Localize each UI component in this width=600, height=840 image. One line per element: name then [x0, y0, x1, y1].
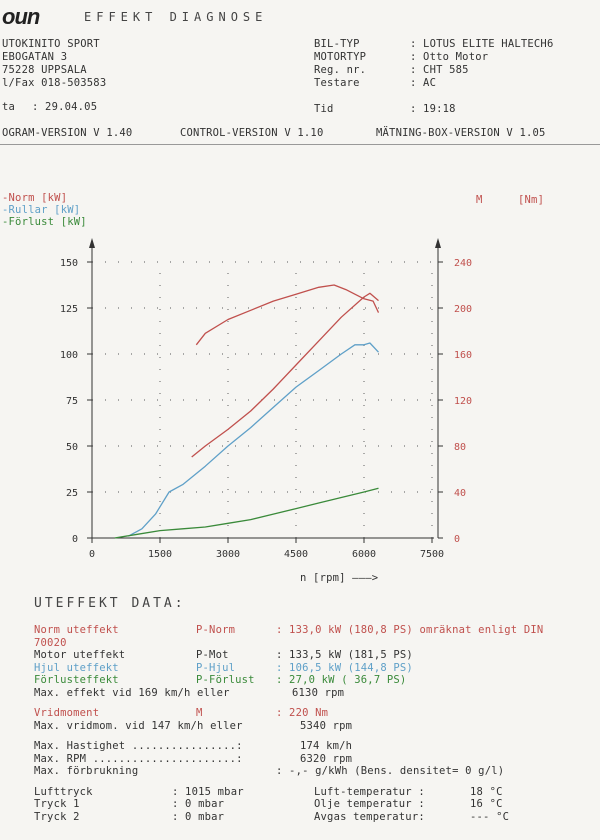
- y-tick-label-left: 150: [60, 258, 78, 269]
- x-tick-label: 1500: [148, 549, 172, 560]
- env-right-value: 18 °C: [470, 785, 503, 798]
- torque-row-symbol: M: [196, 707, 203, 719]
- data-row-symbol: P-Hjul: [196, 661, 236, 674]
- y-tick-label-right: 40: [454, 488, 466, 499]
- y-tick-label-left: 25: [66, 488, 78, 499]
- x-tick-label: 0: [89, 549, 95, 560]
- torque-legend-unit: [Nm]: [518, 194, 545, 206]
- env-left-value: : 0 mbar: [172, 810, 225, 823]
- control-version: CONTROL-VERSION V 1.10: [180, 127, 324, 139]
- torque-row-name: Vridmoment: [34, 707, 100, 719]
- env-left-name: Tryck 1: [34, 798, 80, 810]
- vehicle-label: BIL-TYP: [314, 38, 360, 50]
- env-right-name: Olje temperatur :: [314, 798, 425, 810]
- vehicle-value: : LOTUS ELITE HALTECH6: [410, 38, 554, 50]
- torque-row-name: Max. vridmom. vid 147 km/h eller: [34, 719, 243, 732]
- data-row-value: : 133,5 kW (181,5 PS): [276, 649, 413, 661]
- data-section-title: UTEFFEKT DATA:: [34, 596, 186, 611]
- vehicle-value: : AC: [410, 77, 437, 89]
- y-tick-label-right: 0: [454, 534, 460, 545]
- y-tick-label-left: 50: [66, 442, 78, 453]
- program-version: OGRAM-VERSION V 1.40: [2, 127, 133, 139]
- env-right-value: 16 °C: [470, 798, 503, 810]
- x-tick-label: 6000: [352, 549, 376, 560]
- date-value: : 29.04.05: [32, 101, 98, 113]
- x-tick-label: 7500: [420, 549, 444, 560]
- time-label: Tid: [314, 103, 334, 115]
- time-value: : 19:18: [410, 103, 456, 115]
- env-left-name: Tryck 2: [34, 810, 80, 823]
- page-title: EFFEKT DIAGNOSE: [84, 10, 268, 24]
- env-right-name: Luft-temperatur :: [314, 785, 425, 798]
- vehicle-label: Testare: [314, 77, 360, 89]
- company-name: UTOKINITO SPORT: [2, 38, 100, 50]
- series-line-rullar: [127, 342, 379, 537]
- data-row-symbol: P-Förlust: [196, 674, 255, 686]
- legend-item: -Norm [kW]: [2, 192, 68, 204]
- series-line-norm: [191, 292, 379, 458]
- env-left-value: : 1015 mbar: [172, 785, 244, 798]
- torque-legend-symbol: M: [476, 194, 483, 206]
- y-tick-label-left: 125: [60, 304, 78, 315]
- vehicle-label: MOTORTYP: [314, 51, 367, 63]
- max-row-name: Max. förbrukning: [34, 765, 139, 777]
- data-row-name: 70020: [34, 636, 67, 649]
- y-tick-label-right: 200: [454, 304, 472, 315]
- data-row-name: Max. effekt vid 169 km/h eller: [34, 686, 230, 699]
- y-tick-label-right: 80: [454, 442, 466, 453]
- y-tick-label-left: 75: [66, 396, 78, 407]
- y-axis-right-arrow: [435, 238, 441, 248]
- y-tick-label-right: 120: [454, 396, 472, 407]
- torque-row-value: 5340 rpm: [300, 719, 353, 732]
- brand-logo: oun: [2, 4, 40, 29]
- data-row-value: : 27,0 kW ( 36,7 PS): [276, 674, 407, 686]
- legend-item: -Förlust [kW]: [2, 216, 87, 228]
- env-left-value: : 0 mbar: [172, 798, 225, 810]
- vehicle-value: : Otto Motor: [410, 51, 489, 63]
- y-tick-label-right: 160: [454, 350, 472, 361]
- env-right-name: Avgas temperatur:: [314, 810, 425, 823]
- max-row-value: : -,- g/kWh (Bens. densitet= 0 g/l): [276, 765, 505, 777]
- x-tick-label: 3000: [216, 549, 240, 560]
- data-row-value: 6130 rpm: [292, 686, 345, 699]
- torque-row-value: : 220 Nm: [276, 707, 329, 719]
- max-row-name: Max. RPM ......................:: [34, 752, 243, 765]
- y-tick-label-left: 0: [72, 534, 78, 545]
- env-left-name: Lufttryck: [34, 785, 93, 798]
- data-row-name: Motor uteffekt: [34, 649, 126, 661]
- data-row-value: : 106,5 kW (144,8 PS): [276, 661, 413, 674]
- series-line-frlust: [114, 487, 379, 539]
- data-row-name: Hjul uteffekt: [34, 661, 119, 674]
- version-divider: [0, 144, 600, 145]
- data-row-name: Norm uteffekt: [34, 624, 119, 636]
- series-line-m: [195, 284, 380, 346]
- box-version: MÄTNING-BOX-VERSION V 1.05: [376, 127, 546, 139]
- company-phone: l/Fax 018-503583: [2, 77, 107, 89]
- max-row-value: 6320 rpm: [300, 752, 353, 765]
- vehicle-value: : CHT 585: [410, 64, 469, 76]
- max-row-name: Max. Hastighet ................:: [34, 740, 243, 752]
- y-axis-left-arrow: [89, 238, 95, 248]
- max-row-value: 174 km/h: [300, 740, 353, 752]
- date-label: ta: [2, 101, 16, 113]
- x-axis-label: n [rpm] ———>: [300, 572, 379, 584]
- data-row-value: : 133,0 kW (180,8 PS) omräknat enligt DI…: [276, 624, 544, 636]
- vehicle-label: Reg. nr.: [314, 64, 367, 76]
- company-city: 75228 UPPSALA: [2, 64, 87, 76]
- data-row-symbol: P-Mot: [196, 649, 229, 661]
- legend-item: -Rullar [kW]: [2, 204, 81, 216]
- company-street: EBOGATAN 3: [2, 51, 68, 63]
- y-tick-label-left: 100: [60, 350, 78, 361]
- x-tick-label: 4500: [284, 549, 308, 560]
- y-tick-label-right: 240: [454, 258, 472, 269]
- env-right-value: --- °C: [470, 810, 510, 823]
- data-row-symbol: P-Norm: [196, 624, 236, 636]
- data-row-name: Förlusteffekt: [34, 674, 119, 686]
